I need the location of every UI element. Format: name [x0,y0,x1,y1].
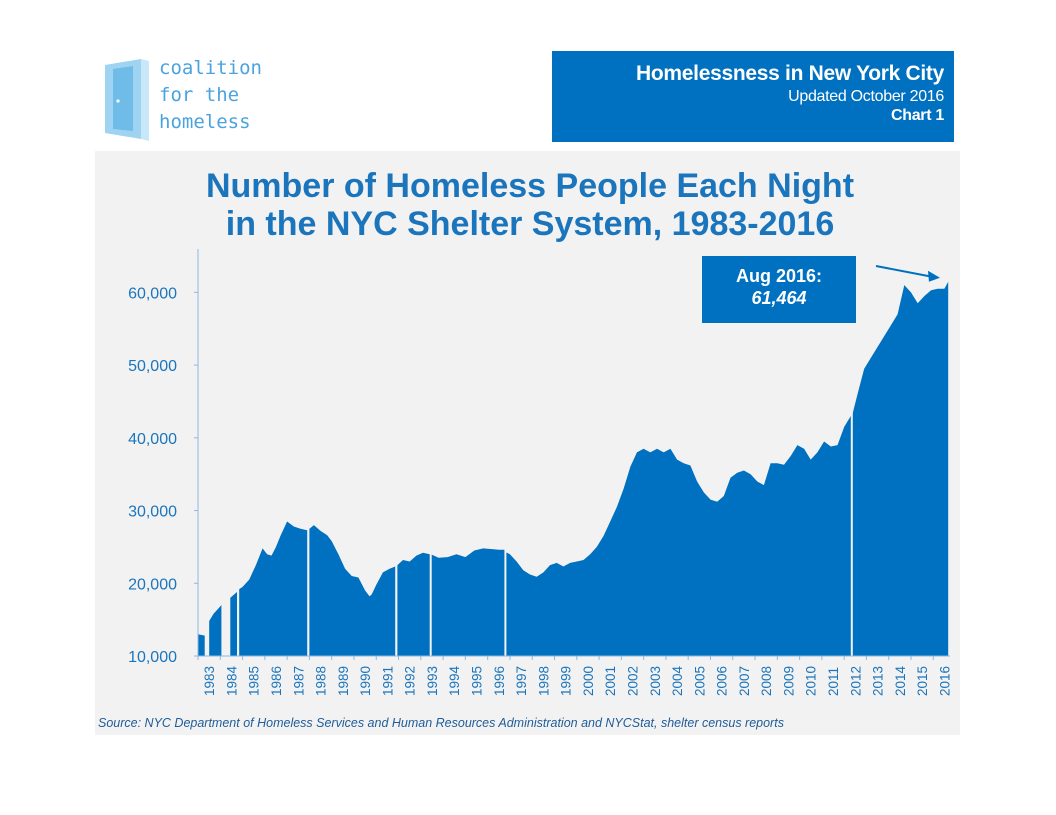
chart-title: Number of Homeless People Each Night in … [95,167,965,243]
data-gap [395,246,398,656]
x-tick-label: 2015 [915,666,930,696]
x-tick-label: 1996 [492,666,507,696]
data-gap [850,246,853,656]
data-gap [429,246,432,656]
chart-panel: 10,000 20,000 30,000 40,000 50,000 60,000 198… [95,151,960,735]
x-tick-label: 1989 [336,666,351,696]
logo-text-line-1: coalition [159,57,262,79]
data-gap [221,246,231,656]
logo-text-line-3: homeless [159,111,251,133]
x-tick-label: 2014 [893,665,908,696]
x-tick-label: 2016 [937,666,952,696]
x-tick-label: 2009 [781,666,796,696]
x-tick-label: 1999 [559,666,574,696]
callout-arrow-head [927,270,940,282]
chart-plot: 10,000 20,000 30,000 40,000 50,000 60,000 198… [128,246,952,696]
x-tick-label: 1987 [291,666,306,696]
header-updated-date: Updated October 2016 [788,88,944,105]
x-tick-label: 1998 [536,666,551,696]
header-banner: Homelessness in New York City Updated Oc… [552,51,954,142]
callout-arrow-line [875,265,933,278]
x-tick-layer: 1983 1984 1985 1986 1987 1988 1989 1990 1991 1992… [197,656,952,696]
callout-arrow-layer [875,265,940,282]
x-tick-label: 2013 [871,666,886,696]
x-tick-label: 1993 [425,666,440,696]
x-tick-label: 1985 [247,666,262,696]
x-tick-label: 2003 [648,666,663,696]
x-tick-label: 2001 [603,666,618,696]
latest-value-callout: Aug 2016: 61,464 [702,256,856,323]
data-gap [504,246,507,656]
homeless-count-area [198,281,949,656]
x-tick-label: 2008 [759,666,774,696]
y-tick-label: 20,000 [128,576,177,593]
open-door-icon [105,59,149,141]
source-note: Source: NYC Department of Homeless Servi… [98,716,784,730]
y-tick-label: 30,000 [128,504,177,521]
x-tick-label: 1994 [447,665,462,696]
x-tick-label: 1992 [403,666,418,696]
x-tick-label: 2004 [670,665,685,696]
x-tick-label: 2012 [848,666,863,696]
x-tick-label: 2006 [715,666,730,696]
x-tick-label: 1984 [224,665,239,696]
y-tick-label: 50,000 [128,358,177,375]
y-tick-layer: 10,000 20,000 30,000 40,000 50,000 60,000 [128,285,198,666]
x-tick-label: 2010 [804,666,819,696]
x-tick-label: 2002 [625,666,640,696]
logo: coalition for the homeless [103,55,263,145]
y-tick-label: 10,000 [128,649,177,666]
y-tick-label: 60,000 [128,285,177,302]
y-tick-label: 40,000 [128,431,177,448]
callout-date: Aug 2016: [735,266,823,286]
chart-title-line-2: in the NYC Shelter System, 1983-2016 [225,205,835,243]
data-gap [237,246,240,656]
x-tick-label: 2007 [737,666,752,696]
data-gap [307,246,310,656]
axis-layer [197,249,950,657]
callout-value: 61,464 [751,288,807,308]
x-tick-label: 1997 [514,666,529,696]
x-tick-label: 1995 [470,666,485,696]
x-tick-label: 2011 [826,667,841,696]
x-tick-label: 1983 [202,666,217,696]
area-layer [197,281,949,656]
header-chart-number: Chart 1 [890,107,944,124]
gap-layer [204,246,853,656]
x-tick-label: 2005 [692,666,707,696]
x-tick-label: 1990 [358,666,373,696]
chart-title-line-1: Number of Homeless People Each Night [205,167,855,205]
x-tick-label: 1988 [314,666,329,696]
data-gap [204,246,210,656]
x-tick-label: 2000 [581,666,596,696]
x-tick-label: 1991 [380,666,395,696]
logo-text-line-2: for the [159,84,240,106]
header-title: Homelessness in New York City [636,62,944,85]
x-tick-label: 1986 [269,666,284,696]
